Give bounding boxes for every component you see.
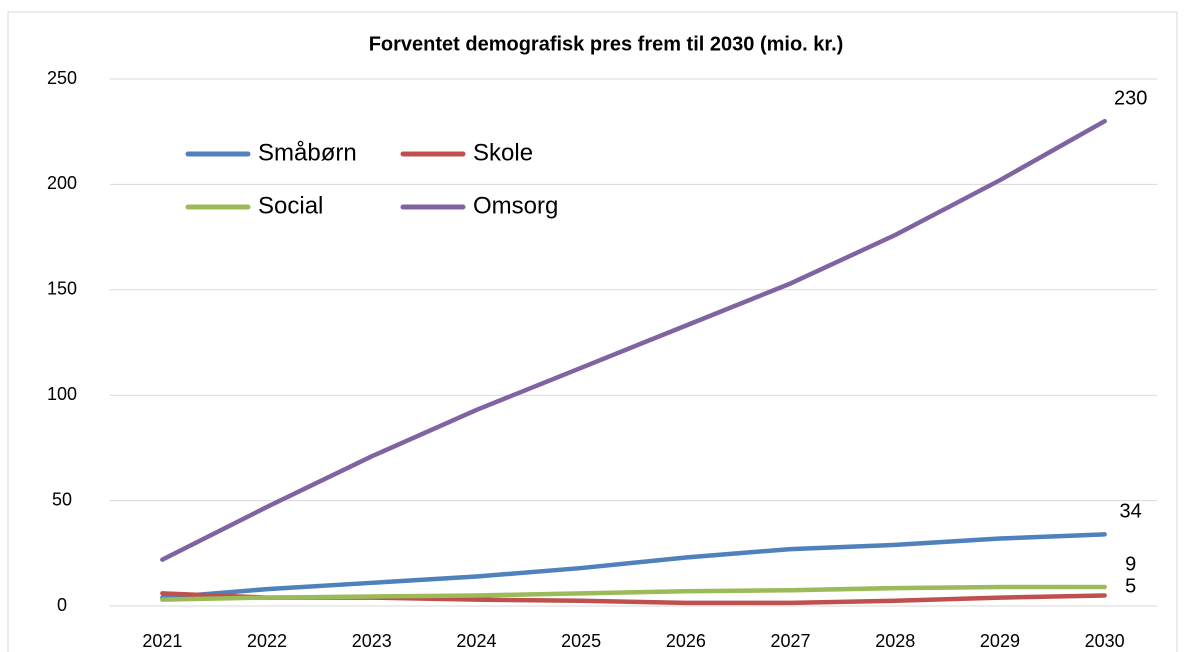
series-line [160,118,1107,562]
x-tick-label: 2030 [1085,631,1125,651]
y-tick-label: 0 [57,595,67,615]
x-tick-label: 2028 [875,631,915,651]
y-tick-label: 50 [52,489,72,509]
x-tick-label: 2026 [666,631,706,651]
chart-title: Forventet demografisk pres frem til 2030… [369,33,844,55]
x-tick-label: 2024 [456,631,496,651]
data-label: 230 [1114,87,1147,109]
y-tick-label: 250 [47,68,77,88]
data-label: 34 [1120,501,1142,523]
x-tick-label: 2021 [142,631,182,651]
legend-label: Social [258,192,323,219]
legend-label: Småbørn [258,139,357,166]
x-tick-label: 2027 [771,631,811,651]
x-tick-label: 2022 [247,631,287,651]
data-label: 5 [1125,575,1136,597]
x-tick-label: 2029 [980,631,1020,651]
series-line [160,584,1107,602]
x-tick-label: 2023 [352,631,392,651]
series-line [160,532,1107,600]
y-tick-label: 100 [47,384,77,404]
legend-label: Skole [473,139,533,166]
chart-frame [7,11,1178,652]
legend-label: Omsorg [473,192,558,219]
data-label: 9 [1125,553,1136,575]
y-tick-label: 200 [47,173,77,193]
y-tick-label: 150 [47,279,77,299]
x-tick-label: 2025 [561,631,601,651]
